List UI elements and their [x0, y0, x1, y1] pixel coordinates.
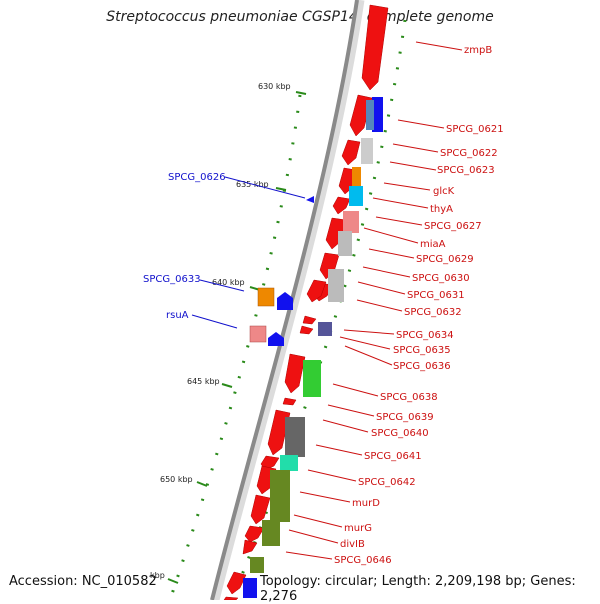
cog-block-orange[interactable]: [352, 167, 361, 187]
gene-spcg0646[interactable]: [226, 571, 247, 595]
label-spcg0630[interactable]: SPCG_0630: [412, 273, 470, 284]
label-rsuA[interactable]: rsuA: [166, 310, 189, 321]
label-spcg0626[interactable]: SPCG_0626: [168, 172, 226, 183]
label-glcK[interactable]: glcK: [433, 186, 455, 197]
label-spcg0638[interactable]: SPCG_0638: [380, 392, 438, 403]
label-spcg0640[interactable]: SPCG_0640: [371, 428, 429, 439]
gene-divIB[interactable]: [242, 539, 258, 555]
gene-spcg0633-arrow[interactable]: [277, 292, 293, 310]
label-murD[interactable]: murD: [352, 498, 380, 509]
tick-label-630: 630 kbp: [258, 82, 291, 91]
gene-spcg0633-block[interactable]: [257, 287, 275, 307]
gc-inner-dots: [168, 94, 302, 600]
gene-next[interactable]: [223, 596, 239, 600]
label-spcg0639[interactable]: SPCG_0639: [376, 412, 434, 423]
tick-label-645: 645 kbp: [187, 377, 220, 386]
gene-spcg0634[interactable]: [302, 315, 317, 325]
cog-block-blue2[interactable]: [243, 578, 257, 598]
cog-block-grey3[interactable]: [328, 269, 344, 302]
map-title: Streptococcus pneumoniae CGSP14, complet…: [106, 9, 494, 25]
left-leaders: [191, 176, 306, 329]
label-thyA[interactable]: thyA: [430, 204, 453, 215]
cog-block-olive2[interactable]: [262, 520, 280, 546]
cog-block-olive3[interactable]: [250, 557, 264, 573]
cog-block-navy[interactable]: [318, 322, 332, 336]
label-spcg0646[interactable]: SPCG_0646: [334, 555, 392, 566]
label-spcg0634[interactable]: SPCG_0634: [396, 330, 454, 341]
label-spcg0622[interactable]: SPCG_0622: [440, 148, 498, 159]
tick-655: kbp: [150, 571, 179, 584]
right-labels: zmpB SPCG_0621 SPCG_0622 SPCG_0623 glcK …: [334, 45, 504, 566]
tick-label-655: kbp: [150, 571, 165, 580]
label-spcg0641[interactable]: SPCG_0641: [364, 451, 422, 462]
gene-glcK[interactable]: [332, 196, 351, 215]
cog-blocks: [243, 97, 383, 598]
tick-640: 640 kbp: [212, 278, 261, 291]
gene-spcg0639[interactable]: [282, 397, 297, 406]
label-miaA[interactable]: miaA: [420, 239, 446, 250]
cog-block-blue[interactable]: [372, 97, 383, 132]
label-spcg0623[interactable]: SPCG_0623: [437, 165, 495, 176]
cog-block-darkgrey[interactable]: [285, 417, 305, 457]
forward-genes: [223, 4, 389, 600]
cog-block-steel[interactable]: [366, 100, 374, 130]
label-spcg0627[interactable]: SPCG_0627: [424, 221, 482, 232]
accession-label: Accession: NC_010582: [9, 574, 157, 589]
left-labels: SPCG_0626 SPCG_0633 rsuA: [143, 172, 226, 321]
gene-spcg0626-arrow[interactable]: [306, 196, 314, 203]
label-spcg0635[interactable]: SPCG_0635: [393, 345, 451, 356]
cog-block-pink[interactable]: [343, 211, 359, 233]
label-divIB[interactable]: divIB: [340, 539, 365, 550]
label-murG[interactable]: murG: [344, 523, 372, 534]
label-spcg0632[interactable]: SPCG_0632: [404, 307, 462, 318]
label-spcg0631[interactable]: SPCG_0631: [407, 290, 465, 301]
gene-murD[interactable]: [250, 494, 271, 525]
tick-label-650: 650 kbp: [160, 475, 193, 484]
gene-rsuA-arrow[interactable]: [268, 332, 284, 346]
gene-rsuA-block[interactable]: [249, 325, 267, 343]
tick-650: 650 kbp: [160, 475, 208, 487]
gene-spcg0638[interactable]: [284, 353, 306, 394]
cog-block-teal[interactable]: [280, 455, 298, 471]
cog-block-olive1[interactable]: [270, 470, 290, 522]
tick-label-640: 640 kbp: [212, 278, 245, 287]
right-leaders: [285, 41, 463, 560]
gene-spcg0630[interactable]: [306, 279, 327, 303]
genome-backbone-shadow: [210, 0, 365, 600]
label-spcg0629[interactable]: SPCG_0629: [416, 254, 474, 265]
gene-spcg0635[interactable]: [299, 325, 314, 335]
label-spcg0636[interactable]: SPCG_0636: [393, 361, 451, 372]
cog-block-grey2[interactable]: [338, 231, 352, 256]
gene-spcg0622[interactable]: [341, 139, 361, 166]
gene-zmpB[interactable]: [361, 4, 389, 91]
reverse-genes: [249, 196, 314, 346]
tick-645: 645 kbp: [187, 377, 233, 388]
label-spcg0633[interactable]: SPCG_0633: [143, 274, 201, 285]
label-spcg0642[interactable]: SPCG_0642: [358, 477, 416, 488]
cog-block-green[interactable]: [303, 360, 321, 397]
cog-block-cyan[interactable]: [349, 186, 363, 206]
cog-block-grey1[interactable]: [361, 138, 373, 164]
gene-spcg0640[interactable]: [267, 409, 291, 456]
tick-630: 630 kbp: [258, 82, 307, 95]
gene-murG[interactable]: [244, 525, 265, 543]
label-spcg0621[interactable]: SPCG_0621: [446, 124, 504, 135]
label-zmpB[interactable]: zmpB: [464, 45, 492, 56]
